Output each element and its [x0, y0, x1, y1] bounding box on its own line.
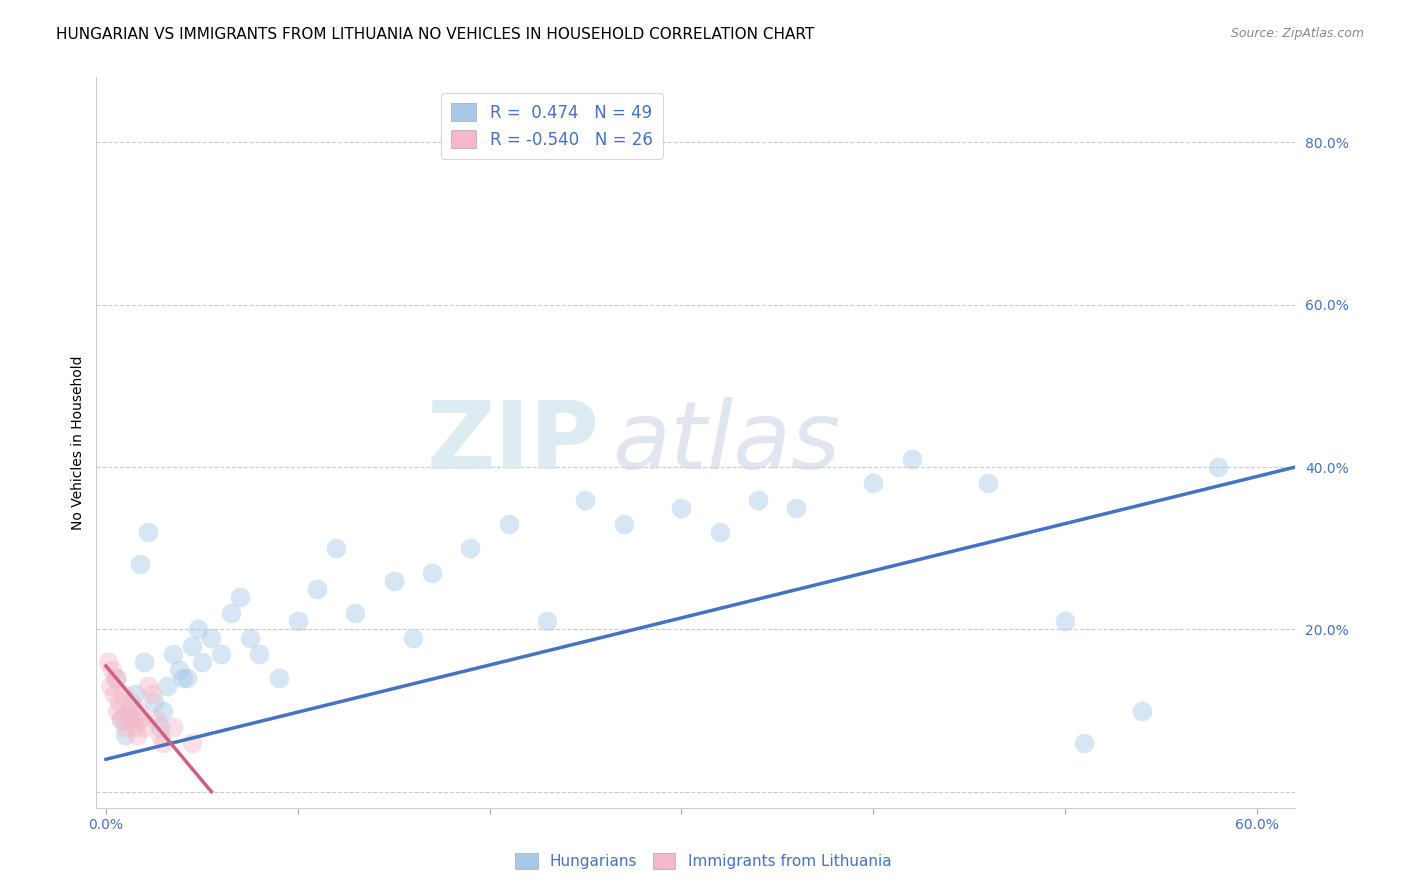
Point — [124, 720, 146, 734]
Point — [145, 712, 167, 726]
Point — [325, 541, 347, 556]
Point — [162, 720, 184, 734]
Point — [118, 704, 141, 718]
Point — [862, 476, 884, 491]
Point — [181, 639, 204, 653]
Point — [1053, 615, 1076, 629]
Point — [287, 615, 309, 629]
Point — [498, 516, 520, 531]
Point — [785, 500, 807, 515]
Point — [187, 623, 209, 637]
Legend: R =  0.474   N = 49, R = -0.540   N = 26: R = 0.474 N = 49, R = -0.540 N = 26 — [441, 93, 662, 159]
Point — [129, 712, 152, 726]
Point — [108, 696, 131, 710]
Point — [209, 647, 232, 661]
Point — [118, 712, 141, 726]
Point — [152, 736, 174, 750]
Point — [142, 696, 165, 710]
Point — [110, 712, 132, 726]
Point — [747, 492, 769, 507]
Point — [114, 728, 136, 742]
Point — [420, 566, 443, 580]
Text: atlas: atlas — [612, 397, 841, 488]
Point — [460, 541, 482, 556]
Point — [100, 663, 122, 677]
Point — [900, 452, 922, 467]
Point — [977, 476, 1000, 491]
Point — [114, 720, 136, 734]
Point — [239, 631, 262, 645]
Point — [200, 631, 222, 645]
Point — [219, 606, 242, 620]
Point — [134, 655, 156, 669]
Point — [104, 671, 127, 685]
Point — [120, 696, 142, 710]
Point — [141, 687, 163, 701]
Point — [671, 500, 693, 515]
Point — [181, 736, 204, 750]
Point — [136, 679, 159, 693]
Point — [247, 647, 270, 661]
Text: Source: ZipAtlas.com: Source: ZipAtlas.com — [1230, 27, 1364, 40]
Point — [156, 679, 179, 693]
Point — [152, 704, 174, 718]
Point — [574, 492, 596, 507]
Point — [229, 590, 252, 604]
Legend: Hungarians, Immigrants from Lithuania: Hungarians, Immigrants from Lithuania — [509, 847, 897, 875]
Point — [613, 516, 636, 531]
Point — [125, 728, 148, 742]
Point — [305, 582, 328, 596]
Point — [112, 687, 135, 701]
Point — [172, 671, 194, 685]
Point — [124, 687, 146, 701]
Point — [97, 655, 120, 669]
Y-axis label: No Vehicles in Household: No Vehicles in Household — [72, 355, 86, 530]
Point — [103, 687, 125, 701]
Point — [402, 631, 425, 645]
Text: HUNGARIAN VS IMMIGRANTS FROM LITHUANIA NO VEHICLES IN HOUSEHOLD CORRELATION CHAR: HUNGARIAN VS IMMIGRANTS FROM LITHUANIA N… — [56, 27, 814, 42]
Point — [104, 671, 127, 685]
Point — [149, 720, 172, 734]
Point — [110, 712, 132, 726]
Point — [1073, 736, 1095, 750]
Point — [344, 606, 367, 620]
Point — [136, 524, 159, 539]
Point — [191, 655, 214, 669]
Point — [134, 720, 156, 734]
Point — [149, 728, 172, 742]
Point — [709, 524, 731, 539]
Point — [129, 558, 152, 572]
Point — [1208, 460, 1230, 475]
Point — [162, 647, 184, 661]
Point — [115, 704, 138, 718]
Point — [382, 574, 405, 588]
Point — [1130, 704, 1153, 718]
Point — [176, 671, 198, 685]
Point — [121, 712, 143, 726]
Point — [267, 671, 290, 685]
Point — [536, 615, 558, 629]
Point — [107, 704, 129, 718]
Text: ZIP: ZIP — [427, 397, 600, 489]
Point — [167, 663, 190, 677]
Point — [128, 704, 150, 718]
Point — [98, 679, 121, 693]
